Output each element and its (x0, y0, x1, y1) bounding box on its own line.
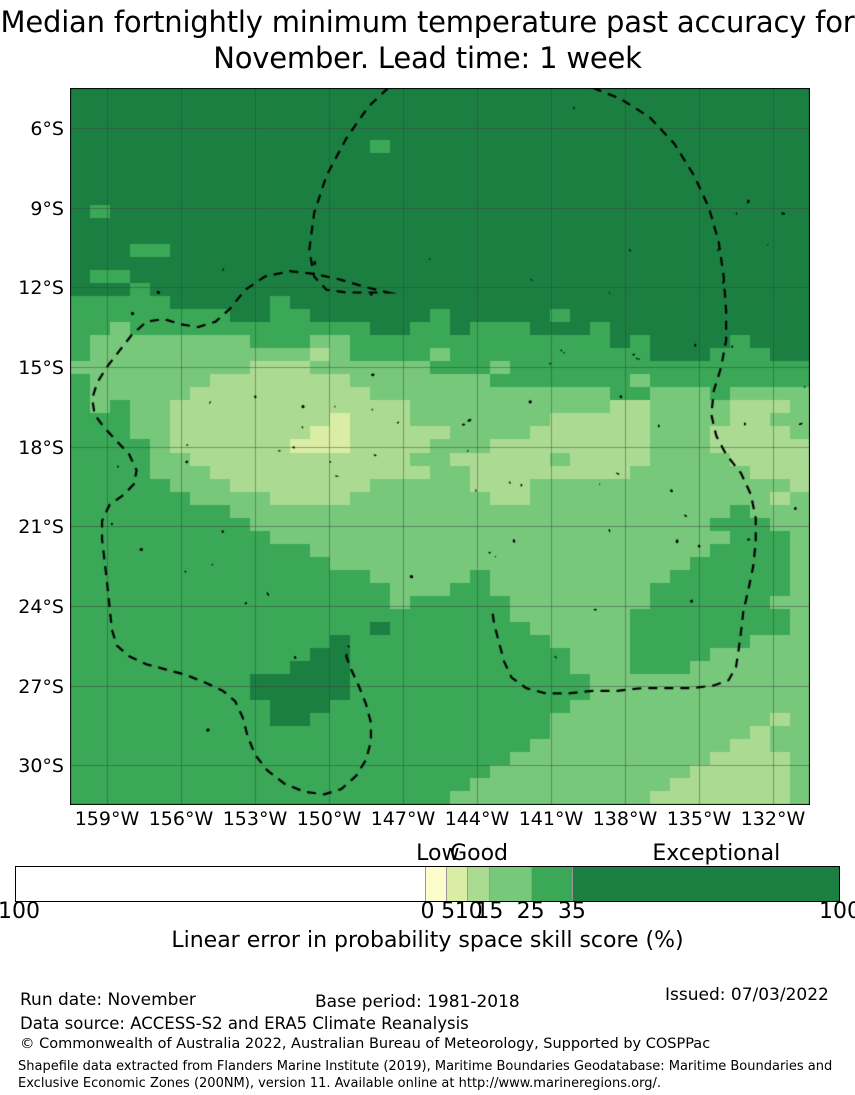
colorbar-tick-label: 5 (441, 899, 456, 924)
y-axis-tick-label: 15°S (18, 356, 64, 379)
y-axis-tick-label: 9°S (30, 197, 64, 220)
colorbar-band (467, 867, 489, 901)
colorbar-band (424, 867, 446, 901)
colorbar-tick-label: 0 (420, 899, 435, 924)
shapefile-attribution-text: Shapefile data extracted from Flanders M… (18, 1059, 833, 1091)
y-axis-tick-label: 30°S (18, 755, 64, 778)
base-period-text: Base period: 1981-2018 (315, 992, 520, 1012)
x-axis-tick-label: 156°W (148, 808, 214, 830)
colorbar-tick-label: -100 (0, 899, 40, 924)
colorbar-category-label: Exceptional (652, 841, 781, 866)
x-axis-tick-label: 132°W (740, 808, 806, 830)
colorbar-band (530, 867, 573, 901)
colorbar-band (572, 867, 839, 901)
colorbar-tick-label: 10 (454, 899, 483, 924)
colorbar-tick-label: 15 (475, 899, 504, 924)
x-axis-tick-label: 147°W (370, 808, 436, 830)
x-axis-tick-label: 144°W (444, 808, 510, 830)
colorbar-tick-label: 35 (557, 899, 586, 924)
colorbar-tick-label: 100 (819, 899, 855, 924)
x-axis-tick-label: 138°W (592, 808, 658, 830)
data-source-text: Data source: ACCESS-S2 and ERA5 Climate … (20, 1014, 469, 1033)
colorbar-title: Linear error in probability space skill … (171, 928, 684, 953)
run-date-text: Run date: November (20, 990, 196, 1010)
y-axis-tick-label: 12°S (18, 277, 64, 300)
colorbar (15, 866, 840, 902)
x-axis-tick-label: 153°W (222, 808, 288, 830)
x-axis-tick-label: 141°W (518, 808, 584, 830)
page-title: Median fortnightly minimum temperature p… (0, 5, 855, 75)
colorbar-tick-label: 25 (516, 899, 545, 924)
x-axis-tick-label: 159°W (74, 808, 140, 830)
y-axis-tick-label: 6°S (30, 117, 64, 140)
colorbar-category-label: Good (450, 841, 509, 866)
copyright-text: © Commonwealth of Australia 2022, Austra… (20, 1036, 711, 1052)
map-plot-area (70, 88, 810, 805)
colorbar-band (488, 867, 531, 901)
y-axis-tick-label: 18°S (18, 436, 64, 459)
x-axis-tick-label: 150°W (296, 808, 362, 830)
colorbar-band (16, 867, 425, 901)
colorbar-category-label: Low (416, 841, 460, 866)
issued-date-text: Issued: 07/03/2022 (665, 985, 829, 1005)
y-axis-tick-label: 21°S (18, 516, 64, 539)
x-axis-tick-label: 135°W (666, 808, 732, 830)
skill-score-heatmap (70, 88, 810, 805)
colorbar-band (445, 867, 468, 901)
y-axis-tick-label: 27°S (18, 675, 64, 698)
y-axis-tick-label: 24°S (18, 595, 64, 618)
